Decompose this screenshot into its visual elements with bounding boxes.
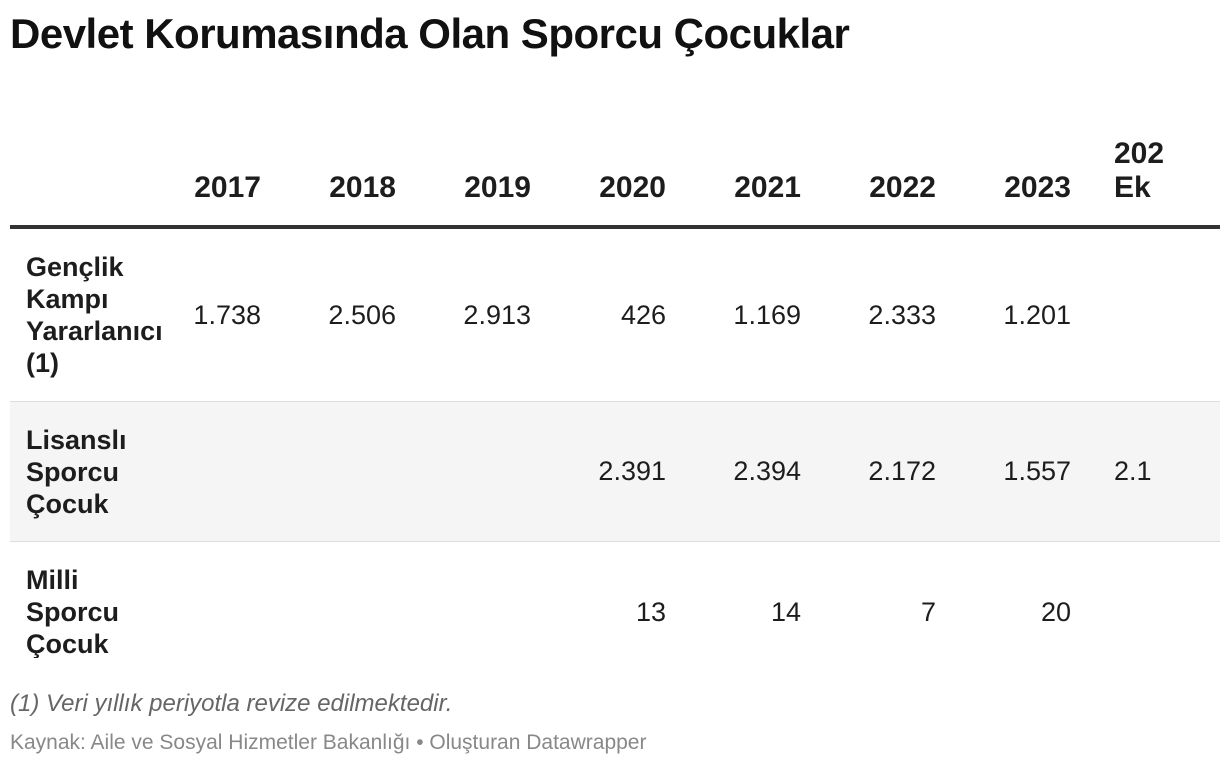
table-cell: 1.201 <box>1003 299 1071 330</box>
column-header-2017: 2017 <box>160 98 295 229</box>
table-cell: 1.169 <box>733 299 801 330</box>
column-header-2020: 2020 <box>565 98 700 229</box>
table-cell: 2.913 <box>463 299 531 330</box>
column-header-2023: 2023 <box>970 98 1105 229</box>
row-label: Gençlik Kampı Yararlanıcı (1) <box>26 252 163 378</box>
table-cell: 2.1 <box>1105 401 1220 542</box>
table-cell <box>1105 542 1220 659</box>
table-header-row: 2017 2018 2019 2020 2021 2022 2023 202 Ek <box>10 98 1220 229</box>
table-cell: 14 <box>770 596 801 627</box>
table-cell: 2.506 <box>328 299 396 330</box>
column-header-truncated-line1: 202 <box>1114 137 1165 170</box>
table-cell <box>295 542 430 659</box>
table-cell <box>430 542 565 659</box>
table-cell <box>1105 227 1220 402</box>
table-cell: 2.172 <box>835 401 970 542</box>
row-label: Milli Sporcu Çocuk <box>26 565 120 658</box>
table-cell: 2.333 <box>868 299 936 330</box>
table-cell: 2.394 <box>700 401 835 542</box>
column-header-2022: 2022 <box>835 98 970 229</box>
column-header-2019: 2019 <box>430 98 565 229</box>
table-cell: 1.738 <box>193 299 261 330</box>
table-cell: 7 <box>920 596 936 627</box>
table-cell <box>160 401 295 542</box>
table-cell: 1.557 <box>970 401 1105 542</box>
row-label: Lisanslı Sporcu Çocuk <box>10 401 160 542</box>
table-cell <box>295 401 430 542</box>
column-header-2018: 2018 <box>295 98 430 229</box>
column-header-truncated-line2: Ek <box>1114 171 1151 204</box>
column-header-label <box>10 98 160 229</box>
data-table: 2017 2018 2019 2020 2021 2022 2023 202 Ek… <box>10 98 1220 658</box>
table-cell <box>430 401 565 542</box>
table-cell: 426 <box>620 299 666 330</box>
footnote: (1) Veri yıllık periyotla revize edilmek… <box>10 690 453 717</box>
table-row: Milli Sporcu Çocuk 13 14 7 20 <box>10 542 1220 659</box>
data-table-container[interactable]: 2017 2018 2019 2020 2021 2022 2023 202 Ek… <box>10 98 1220 658</box>
column-header-2021: 2021 <box>700 98 835 229</box>
table-cell <box>160 542 295 659</box>
table-cell: 13 <box>635 596 666 627</box>
chart-title: Devlet Korumasında Olan Sporcu Çocuklar <box>10 10 850 57</box>
table-cell: 20 <box>1040 596 1071 627</box>
source-credit: Kaynak: Aile ve Sosyal Hizmetler Bakanlı… <box>10 731 647 754</box>
column-header-truncated: 202 Ek <box>1105 98 1220 229</box>
table-cell: 2.391 <box>565 401 700 542</box>
table-row: Lisanslı Sporcu Çocuk 2.391 2.394 2.172 … <box>10 401 1220 542</box>
table-row: Gençlik Kampı Yararlanıcı (1) 1.738 2.50… <box>10 227 1220 402</box>
